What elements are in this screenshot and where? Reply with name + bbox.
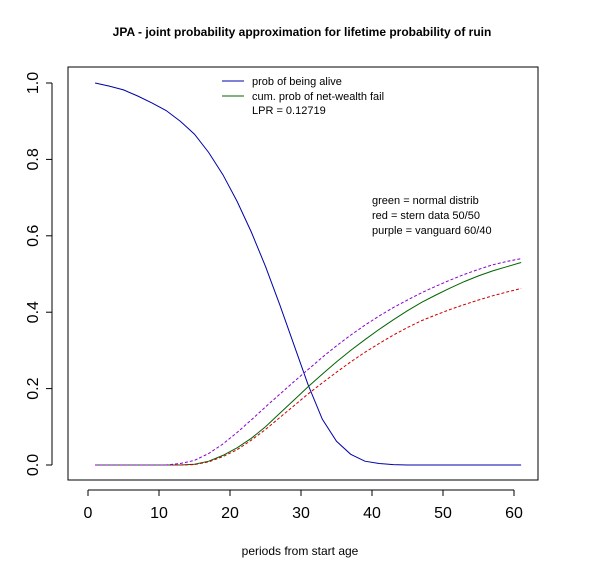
chart-title: JPA - joint probability approximation fo…: [113, 25, 492, 39]
x-axis-label: periods from start age: [242, 544, 359, 558]
legend: prob of being alive cum. prob of net-wea…: [222, 76, 384, 117]
y-axis: 0.0 0.2 0.4 0.6 0.8 1.0: [25, 72, 53, 476]
x-tick-label: 50: [434, 505, 452, 522]
y-tick-label: 0.4: [25, 301, 42, 323]
x-axis: 0 10 20 30 40 50 60: [84, 489, 523, 522]
y-tick-label: 0.0: [25, 454, 42, 476]
x-tick-label: 0: [84, 505, 93, 522]
annotations: green = normal distrib red = stern data …: [372, 195, 492, 237]
legend-label-fail: cum. prob of net-wealth fail: [252, 91, 384, 103]
y-tick-label: 0.8: [25, 148, 42, 170]
y-tick-label: 0.2: [25, 377, 42, 399]
annotation-red: red = stern data 50/50: [372, 210, 480, 222]
annotation-purple: purple = vanguard 60/40: [372, 225, 492, 237]
x-tick-label: 10: [150, 505, 168, 522]
series-layer: [94, 82, 522, 466]
legend-label-alive: prob of being alive: [252, 76, 342, 88]
y-tick-label: 1.0: [25, 72, 42, 94]
x-tick-label: 60: [505, 505, 523, 522]
x-tick-label: 30: [292, 505, 310, 522]
x-tick-label: 40: [363, 505, 381, 522]
legend-lpr: LPR = 0.12719: [252, 105, 326, 117]
series-line-1: [95, 262, 522, 466]
x-tick-label: 20: [221, 505, 239, 522]
annotation-green: green = normal distrib: [372, 195, 479, 207]
series-line-2: [95, 288, 522, 466]
series-line-3: [95, 258, 522, 466]
y-tick-label: 0.6: [25, 225, 42, 247]
plot-frame: [67, 66, 539, 481]
series-line-0: [94, 82, 522, 466]
